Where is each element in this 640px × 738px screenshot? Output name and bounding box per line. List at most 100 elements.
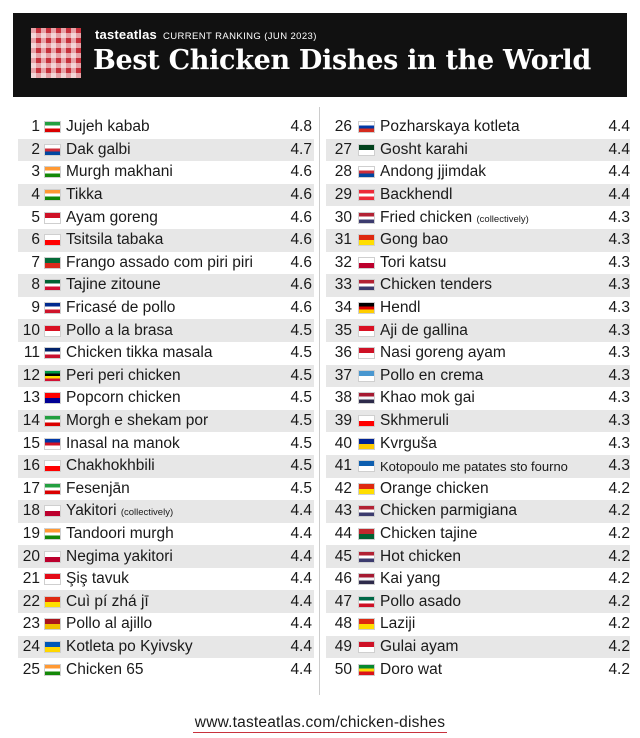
dish-name[interactable]: Peri peri chicken [66,367,278,385]
dish-name[interactable]: Fried chicken (collectively) [380,209,596,227]
ranking-row[interactable]: 2 Dak galbi 4.7 [18,138,314,162]
ranking-row[interactable]: 48 Laziji 4.2 [326,613,630,636]
ranking-row[interactable]: 24 Kotleta po Kyivsky 4.4 [18,635,314,659]
ranking-row[interactable]: 20 Negima yakitori 4.4 [18,545,314,568]
dish-name[interactable]: Kai yang [380,570,596,588]
ranking-row[interactable]: 1 Jujeh kabab 4.8 [18,116,314,139]
ranking-row[interactable]: 12 Peri peri chicken 4.5 [18,364,314,388]
dish-name[interactable]: Andong jjimdak [380,163,596,181]
dish-name[interactable]: Chicken parmigiana [380,502,596,520]
ranking-row[interactable]: 49 Gulai ayam 4.2 [326,635,630,659]
dish-name-text[interactable]: Chicken tikka masala [66,344,213,362]
dish-name[interactable]: Şiş tavuk [66,570,278,588]
ranking-row[interactable]: 36 Nasi goreng ayam 4.3 [326,342,630,365]
dish-name[interactable]: Frango assado com piri piri [66,254,278,272]
dish-name[interactable]: Pollo al ajillo [66,615,278,633]
ranking-row[interactable]: 42 Orange chicken 4.2 [326,478,630,501]
dish-name-text[interactable]: Chicken parmigiana [380,502,517,520]
dish-name[interactable]: Fesenjān [66,480,278,498]
dish-name[interactable]: Gosht karahi [380,141,596,159]
dish-name[interactable]: Tandoori murgh [66,525,278,543]
footer-url[interactable]: www.tasteatlas.com/chicken-dishes [192,714,448,733]
dish-name-text[interactable]: Orange chicken [380,479,489,497]
dish-name-text[interactable]: Cuì pí zhá jī [66,592,149,610]
dish-name-text[interactable]: Nasi goreng ayam [380,344,506,362]
dish-name-text[interactable]: Khao mok gai [380,389,475,407]
ranking-row[interactable]: 39 Skhmeruli 4.3 [326,409,630,433]
dish-name-text[interactable]: Hot chicken [380,547,461,565]
ranking-row[interactable]: 6 Tsitsila tabaka 4.6 [18,228,314,252]
dish-name-text[interactable]: Inasal na manok [66,434,180,452]
ranking-row[interactable]: 29 Backhendl 4.4 [326,183,630,207]
dish-name[interactable]: Khao mok gai [380,389,596,407]
dish-name-text[interactable]: Kai yang [380,570,441,588]
dish-name-text[interactable]: Tsitsila tabaka [66,231,164,249]
dish-name[interactable]: Gong bao [380,231,596,249]
ranking-row[interactable]: 11 Chicken tikka masala 4.5 [18,342,314,365]
dish-name-text[interactable]: Yakitori [66,502,117,520]
dish-name[interactable]: Hendl [380,299,596,317]
ranking-row[interactable]: 26 Pozharskaya kotleta 4.4 [326,116,630,139]
dish-name[interactable]: Pollo asado [380,593,596,611]
dish-name-text[interactable]: Tajine zitoune [66,276,161,294]
ranking-row[interactable]: 15 Inasal na manok 4.5 [18,432,314,455]
ranking-row[interactable]: 45 Hot chicken 4.2 [326,545,630,568]
dish-name[interactable]: Pozharskaya kotleta [380,118,596,136]
dish-name[interactable]: Kvrguša [380,435,596,453]
ranking-row[interactable]: 37 Pollo en crema 4.3 [326,364,630,388]
dish-name[interactable]: Kotopoulo me patates sto fourno [380,459,596,474]
dish-name-text[interactable]: Kotopoulo me patates sto fourno [380,458,568,474]
ranking-row[interactable]: 18 Yakitori (collectively) 4.4 [18,500,314,523]
dish-name[interactable]: Kotleta po Kyivsky [66,638,278,656]
dish-name-text[interactable]: Popcorn chicken [66,389,181,407]
dish-name[interactable]: Ayam goreng [66,209,278,227]
dish-name[interactable]: Skhmeruli [380,412,596,430]
ranking-row[interactable]: 22 Cuì pí zhá jī 4.4 [18,590,314,614]
dish-name[interactable]: Chicken 65 [66,661,278,679]
ranking-row[interactable]: 44 Chicken tajine 4.2 [326,523,630,546]
ranking-row[interactable]: 19 Tandoori murgh 4.4 [18,523,314,546]
dish-name[interactable]: Murgh makhani [66,163,278,181]
ranking-row[interactable]: 21 Şiş tavuk 4.4 [18,568,314,591]
ranking-row[interactable]: 16 Chakhokhbili 4.5 [18,454,314,478]
dish-name[interactable]: Tajine zitoune [66,276,278,294]
ranking-row[interactable]: 34 Hendl 4.3 [326,297,630,320]
dish-name-text[interactable]: Gong bao [380,231,449,249]
ranking-row[interactable]: 50 Doro wat 4.2 [326,658,630,681]
ranking-row[interactable]: 33 Chicken tenders 4.3 [326,274,630,297]
ranking-row[interactable]: 17 Fesenjān 4.5 [18,478,314,501]
dish-name-text[interactable]: Tandoori murgh [66,524,174,542]
ranking-row[interactable]: 30 Fried chicken (collectively) 4.3 [326,206,630,229]
ranking-row[interactable]: 31 Gong bao 4.3 [326,228,630,252]
dish-name-text[interactable]: Laziji [380,615,416,633]
ranking-row[interactable]: 28 Andong jjimdak 4.4 [326,161,630,184]
ranking-row[interactable]: 35 Aji de gallina 4.3 [326,319,630,342]
ranking-row[interactable]: 3 Murgh makhani 4.6 [18,161,314,184]
dish-name[interactable]: Hot chicken [380,548,596,566]
dish-name[interactable]: Chakhokhbili [66,457,278,475]
ranking-row[interactable]: 27 Gosht karahi 4.4 [326,138,630,162]
dish-name-text[interactable]: Negima yakitori [66,547,173,565]
dish-name-text[interactable]: Fried chicken [380,208,473,226]
ranking-row[interactable]: 14 Morgh e shekam por 4.5 [18,409,314,433]
ranking-row[interactable]: 41 Kotopoulo me patates sto fourno 4.3 [326,454,630,478]
dish-name[interactable]: Morgh e shekam por [66,412,278,430]
dish-name[interactable]: Popcorn chicken [66,389,278,407]
ranking-row[interactable]: 13 Popcorn chicken 4.5 [18,387,314,410]
ranking-row[interactable]: 38 Khao mok gai 4.3 [326,387,630,410]
dish-name[interactable]: Gulai ayam [380,638,596,656]
ranking-row[interactable]: 23 Pollo al ajillo 4.4 [18,613,314,636]
dish-name[interactable]: Laziji [380,615,596,633]
ranking-row[interactable]: 10 Pollo a la brasa 4.5 [18,319,314,342]
dish-name[interactable]: Cuì pí zhá jī [66,593,278,611]
dish-name-text[interactable]: Tori katsu [380,253,447,271]
dish-name-text[interactable]: Aji de gallina [380,321,468,339]
dish-name-text[interactable]: Frango assado com piri piri [66,253,253,271]
dish-name[interactable]: Tikka [66,186,278,204]
dish-name[interactable]: Negima yakitori [66,548,278,566]
dish-name-text[interactable]: Pollo al ajillo [66,615,153,633]
footer-link[interactable]: www.tasteatlas.com/chicken-dishes [0,714,640,733]
dish-name-text[interactable]: Andong jjimdak [380,163,486,181]
dish-name[interactable]: Inasal na manok [66,435,278,453]
dish-name-text[interactable]: Gosht karahi [380,140,468,158]
